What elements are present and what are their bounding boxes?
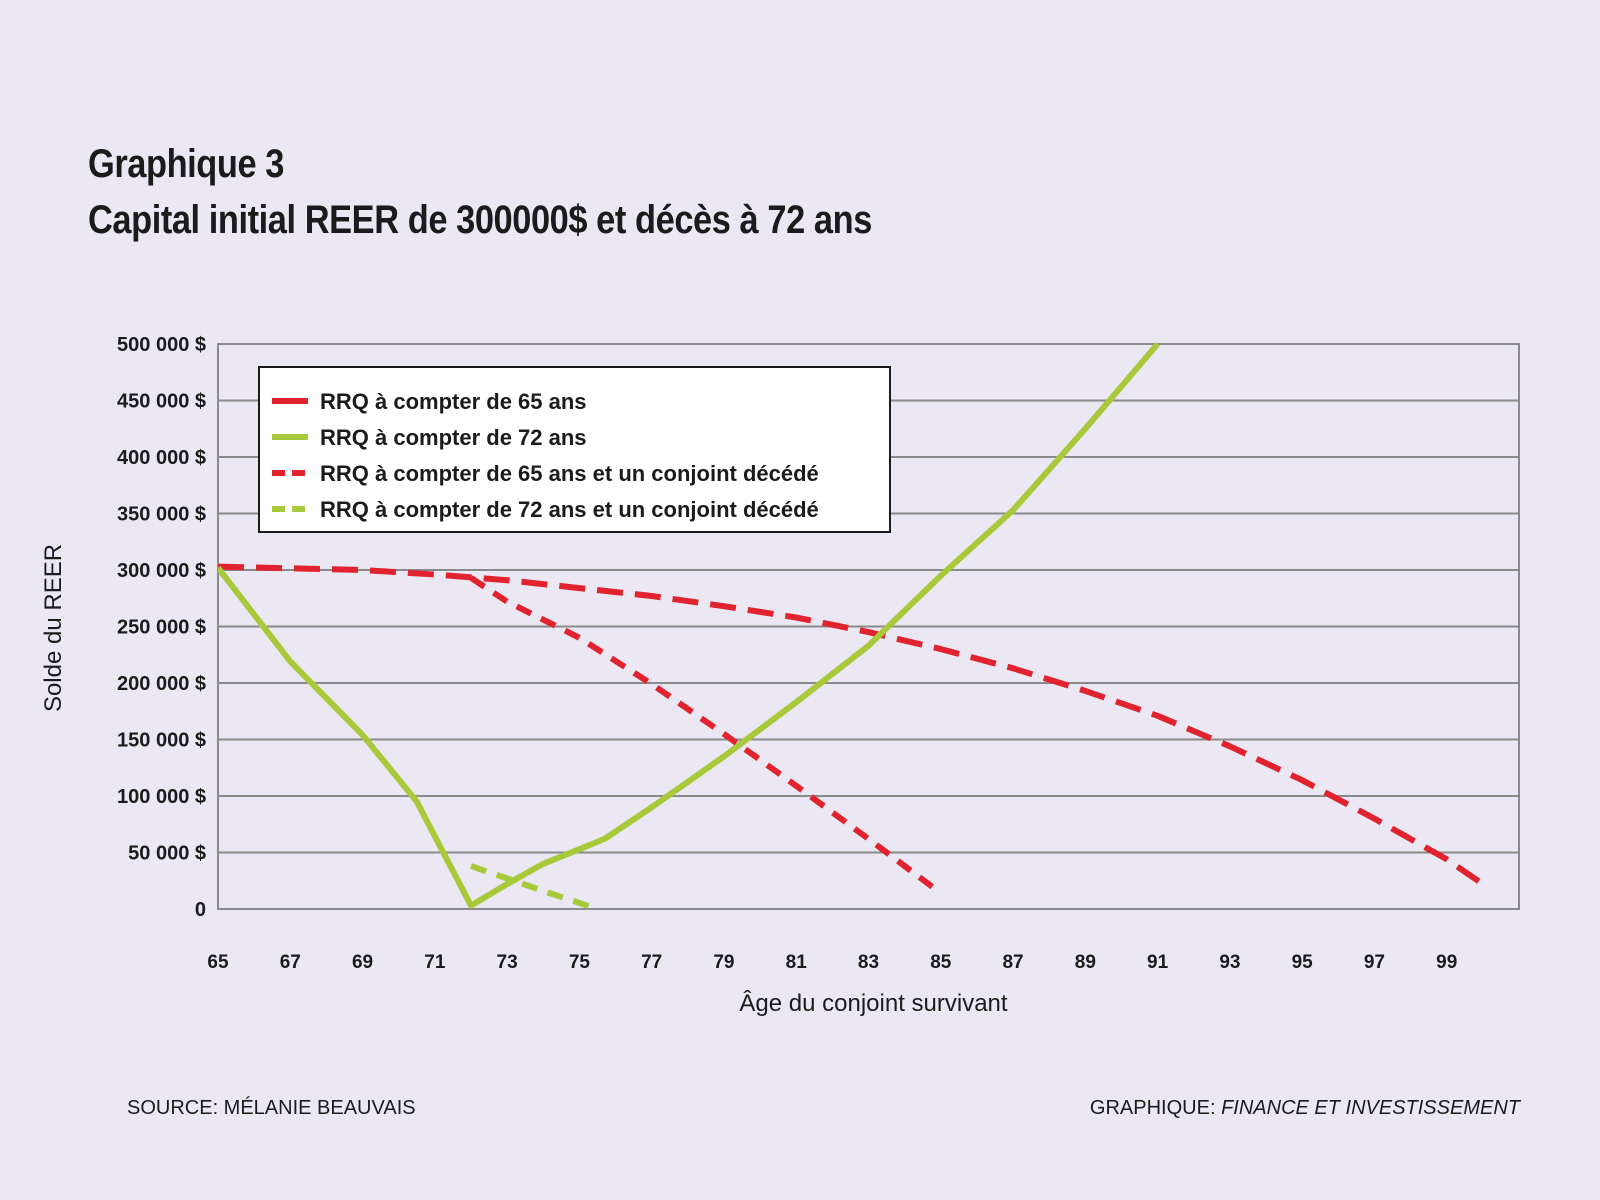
credit-prefix: GRAPHIQUE: (1089, 1097, 1216, 1119)
series-line-4 (470, 863, 599, 912)
y-tick-label: 350 000 $ (117, 504, 206, 526)
y-tick-label: 300 000 $ (117, 560, 206, 582)
x-tick-label: 79 (713, 952, 734, 973)
chart-label: Graphique 3 (88, 142, 284, 186)
x-tick-label: 89 (1075, 952, 1096, 973)
x-tick-label: 71 (424, 952, 446, 973)
y-tick-label: 500 000 $ (117, 334, 206, 356)
credit-note: GRAPHIQUE: FINANCE ET INVESTISSEMENT (1090, 1097, 1520, 1120)
y-tick-label: 450 000 $ (117, 391, 206, 413)
y-axis-title: Solde du REER (40, 544, 67, 712)
x-tick-label: 85 (930, 952, 952, 973)
x-tick-label: 99 (1436, 952, 1457, 973)
x-tick-label: 81 (786, 952, 808, 973)
x-tick-label: 95 (1292, 952, 1314, 973)
legend-box (258, 366, 891, 533)
x-tick-label: 77 (641, 952, 662, 973)
x-tick-label: 91 (1147, 952, 1169, 973)
x-tick-label: 69 (352, 952, 373, 973)
series-line-3 (469, 575, 943, 896)
y-tick-label: 200 000 $ (117, 673, 206, 695)
x-tick-label: 73 (497, 952, 518, 973)
y-tick-label: 50 000 $ (128, 843, 206, 865)
legend-label: RRQ à compter de 65 ans (320, 389, 587, 414)
chart-title: Capital initial REER de 300000$ et décès… (88, 198, 872, 242)
x-tick-label: 67 (280, 952, 301, 973)
source-note: SOURCE: MÉLANIE BEAUVAIS (127, 1097, 416, 1119)
y-tick-label: 250 000 $ (117, 617, 206, 639)
chart-title-block: Graphique 3 Capital initial REER de 3000… (88, 136, 1000, 248)
legend-label: RRQ à compter de 65 ans et un conjoint d… (320, 461, 819, 486)
series-line-1 (218, 563, 1485, 887)
x-tick-label: 93 (1219, 952, 1240, 973)
x-tick-label: 97 (1364, 952, 1385, 973)
y-tick-label: 100 000 $ (117, 786, 206, 808)
y-tick-label: 400 000 $ (117, 447, 206, 469)
y-tick-label: 0 (195, 899, 206, 921)
x-tick-label: 83 (858, 952, 879, 973)
series-line-2 (218, 342, 1160, 909)
x-axis-title: Âge du conjoint survivant (739, 990, 1007, 1017)
x-tick-label: 75 (569, 952, 591, 973)
x-tick-label: 87 (1002, 952, 1023, 973)
y-tick-label: 150 000 $ (117, 730, 206, 752)
legend-label: RRQ à compter de 72 ans et un conjoint d… (320, 497, 819, 522)
x-tick-label: 65 (207, 952, 229, 973)
credit-publication: FINANCE ET INVESTISSEMENT (1221, 1097, 1520, 1119)
legend-label: RRQ à compter de 72 ans (320, 425, 587, 450)
